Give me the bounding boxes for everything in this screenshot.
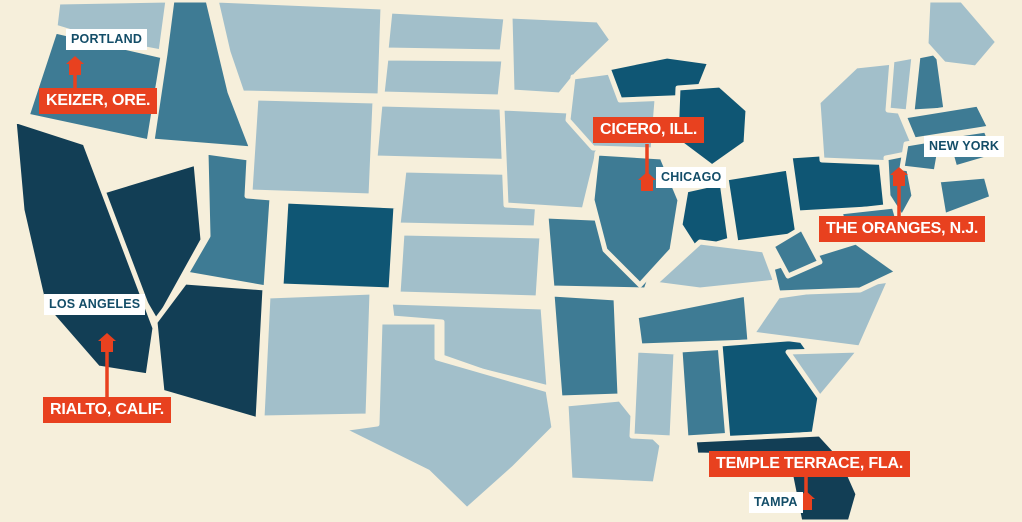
- state-maine: [923, 0, 1001, 71]
- house-icon-keizer: [66, 56, 84, 75]
- state-north-carolina: [749, 277, 893, 351]
- city-label-tampa: TAMPA: [749, 492, 803, 513]
- state-louisiana: [563, 396, 665, 487]
- house-icon-cicero: [638, 172, 656, 191]
- city-label-portland: PORTLAND: [66, 29, 148, 50]
- state-arizona: [152, 279, 268, 423]
- state-oklahoma: [395, 230, 545, 301]
- state-texas: [338, 319, 557, 513]
- city-label-chicago: CHICAGO: [656, 167, 727, 188]
- callout-label-cicero: CICERO, ILL.: [593, 117, 705, 143]
- city-label-los-angeles: LOS ANGELES: [44, 294, 146, 315]
- state-ohio: [723, 165, 801, 246]
- state-south-carolina: [785, 347, 863, 401]
- city-label-new-york: NEW YORK: [924, 136, 1005, 157]
- house-icon-the-oranges: [890, 167, 908, 186]
- state-arkansas: [549, 291, 623, 401]
- state-long-island: [935, 173, 995, 219]
- callout-label-temple-terrace: TEMPLE TERRACE, FLA.: [709, 451, 911, 477]
- state-new-mexico: [259, 289, 375, 421]
- state-south-dakota: [379, 55, 507, 100]
- state-indiana: [677, 179, 733, 253]
- state-virginia: [769, 239, 901, 296]
- callout-label-the-oranges: THE ORANGES, N.J.: [819, 216, 986, 242]
- state-vermont: [885, 53, 917, 115]
- state-west-virginia: [769, 225, 823, 279]
- state-utah: [183, 149, 275, 291]
- state-mississippi: [629, 347, 679, 441]
- house-icon-rialto: [98, 333, 116, 352]
- state-tennessee: [633, 291, 753, 349]
- callout-label-keizer: KEIZER, ORE.: [39, 88, 158, 114]
- state-shapes: [11, 0, 1001, 522]
- callout-label-rialto: RIALTO, CALIF.: [43, 397, 171, 423]
- state-montana: [213, 0, 386, 99]
- state-kentucky: [651, 239, 779, 293]
- state-north-dakota: [383, 8, 509, 55]
- state-wyoming: [247, 95, 378, 199]
- state-colorado: [278, 198, 399, 293]
